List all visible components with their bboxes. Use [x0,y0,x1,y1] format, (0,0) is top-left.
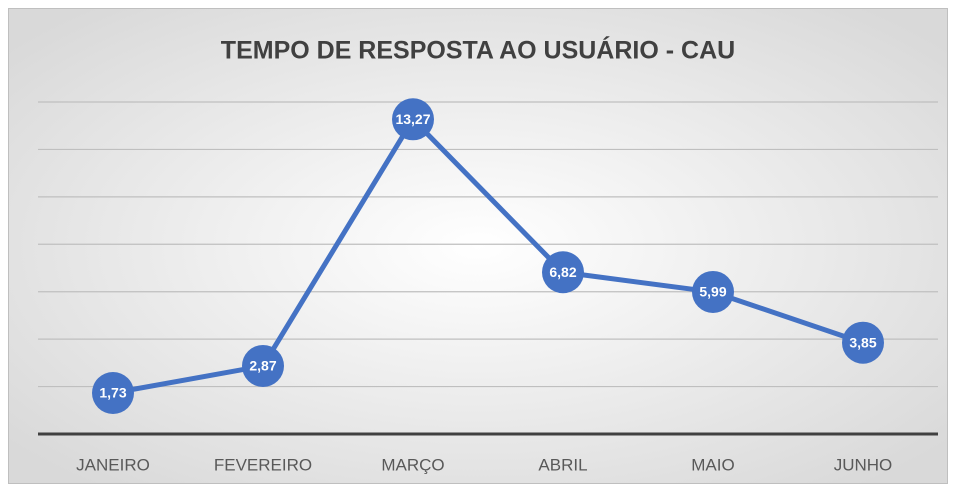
x-tick-label: MAIO [691,455,734,474]
data-point [92,371,134,414]
data-label: 13,27 [395,111,430,127]
x-tick-label: FEVEREIRO [214,455,312,474]
chart-background [8,8,948,484]
series-line [112,116,864,396]
data-point [692,270,734,313]
x-tick-label: JUNHO [834,455,893,474]
data-point [392,98,434,141]
x-tick-label: MARÇO [381,455,444,474]
data-label: 5,99 [699,284,726,300]
data-point [842,321,884,364]
x-tick-label: JANEIRO [76,455,150,474]
data-label: 6,82 [549,264,576,280]
data-point [542,251,584,294]
data-label: 3,85 [849,334,876,350]
data-point [242,344,284,387]
x-tick-label: ABRIL [538,455,587,474]
chart-title: TEMPO DE RESPOSTA AO USUÁRIO - CAU [221,36,735,65]
data-label: 1,73 [99,385,126,401]
data-label: 2,87 [249,358,276,374]
